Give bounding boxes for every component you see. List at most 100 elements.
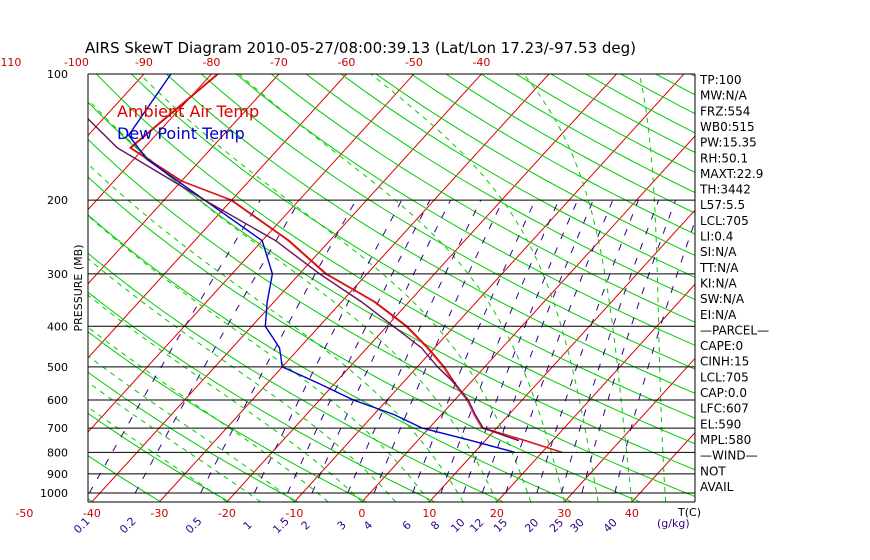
moist-adiabat-line xyxy=(238,74,565,502)
top-temp-tick-label: -90 xyxy=(135,56,153,69)
isotherm-line xyxy=(0,65,17,502)
moist-adiabat-line xyxy=(88,98,498,502)
bottom-temp-tick-label: 30 xyxy=(557,507,571,520)
series-line-parcel xyxy=(88,117,520,442)
mixing-ratio-line xyxy=(134,199,301,494)
chart-title: AIRS SkewT Diagram 2010-05-27/08:00:39.1… xyxy=(85,39,636,57)
dry-adiabat-line xyxy=(131,74,695,419)
bottom-temp-tick-label: 40 xyxy=(625,507,639,520)
legend-entry-dew-point-temp: Dew Point Temp xyxy=(117,124,245,143)
index-entry: TP:100 xyxy=(699,73,742,87)
moist-adiabat-line xyxy=(88,215,430,502)
top-temp-tick-label: -100 xyxy=(64,56,89,69)
bottom-temp-tick-label: -30 xyxy=(150,507,168,520)
index-entry: CINH:15 xyxy=(700,355,749,369)
x-axis-label: T(C) xyxy=(677,506,701,519)
index-entry: SI:N/A xyxy=(700,245,737,259)
index-entry: EI:N/A xyxy=(700,308,737,322)
mixing-ratio-label: 40 xyxy=(601,516,620,535)
index-entry: WB0:515 xyxy=(700,120,755,134)
mixing-ratio-label: 0.5 xyxy=(183,515,205,537)
top-temp-tick-label: -110 xyxy=(0,56,21,69)
mixing-ratio-line xyxy=(412,199,536,494)
isobars xyxy=(87,73,696,503)
mixing-ratio-label: 20 xyxy=(522,516,541,535)
index-entry: NOT xyxy=(700,464,726,478)
dry-adiabat-line xyxy=(375,74,695,257)
top-temp-tick-label: -70 xyxy=(270,56,288,69)
pressure-ticks: 100 200 300 400 500 600 700 800 900 1000 xyxy=(40,68,68,500)
pressure-tick-label: 100 xyxy=(47,68,68,81)
index-entry: AVAIL xyxy=(700,480,734,494)
mixing-ratio-label: 8 xyxy=(428,518,442,532)
index-entry: MW:N/A xyxy=(700,89,748,103)
isotherm-line xyxy=(429,209,695,502)
index-entry: LI:0.4 xyxy=(700,230,733,244)
index-entry: KI:N/A xyxy=(700,276,737,290)
pressure-tick-label: 300 xyxy=(47,268,68,281)
isotherm-line xyxy=(88,74,213,211)
top-temp-tick-label: -40 xyxy=(472,56,490,69)
dry-adiabat-line xyxy=(200,74,695,370)
legend: Ambient Air Temp Dew Point Temp xyxy=(117,102,259,143)
moist-adiabat-line xyxy=(88,257,397,502)
dry-adiabat-line xyxy=(270,74,695,323)
mixing-ratio-label: 1 xyxy=(241,518,255,532)
top-temp-tick-label: -50 xyxy=(405,56,423,69)
moist-adiabat-line xyxy=(88,163,464,502)
moist-adiabat-line xyxy=(370,74,599,502)
index-entry: PW:15.35 xyxy=(700,136,757,150)
dry-adiabat-line xyxy=(480,74,695,194)
isotherm-line xyxy=(91,74,483,502)
pressure-tick-label: 800 xyxy=(47,446,68,459)
y-axis-label: PRESSURE (MB) xyxy=(72,245,85,332)
series-lines xyxy=(88,74,563,454)
top-temp-ticks: -120-110-100-90-80-70-60-50-40 xyxy=(0,56,490,69)
index-entry: CAP:0.0 xyxy=(700,386,747,400)
pressure-tick-label: 200 xyxy=(47,194,68,207)
index-entry: SW:N/A xyxy=(700,292,745,306)
pressure-tick-label: 700 xyxy=(47,422,68,435)
pressure-tick-label: 1000 xyxy=(40,487,68,500)
isotherm-line xyxy=(88,74,348,359)
dry-adiabat-line xyxy=(88,412,230,502)
dry-adiabat-line xyxy=(305,74,695,301)
top-temp-tick-label: -60 xyxy=(337,56,355,69)
pressure-tick-label: 600 xyxy=(47,394,68,407)
mixing-ratio-label: 0.2 xyxy=(117,515,139,537)
index-entry: —WIND— xyxy=(700,449,758,463)
moist-adiabat-line xyxy=(139,74,532,502)
mixing-ratio-line xyxy=(463,199,579,494)
index-entry: EL:590 xyxy=(700,417,741,431)
moist-adiabat-line xyxy=(639,74,667,502)
legend-entry-ambient-air-temp: Ambient Air Temp xyxy=(117,102,259,121)
dry-adiabat-line xyxy=(88,291,435,502)
dry-adiabat-line xyxy=(88,371,299,502)
dry-adiabat-line xyxy=(410,74,695,235)
bottom-temp-tick-label: 20 xyxy=(490,507,504,520)
moist-adiabat-line xyxy=(523,74,633,502)
mixing-ratio-label: 3 xyxy=(335,518,349,532)
mixing-ratio-line xyxy=(88,199,261,494)
dry-adiabat-line xyxy=(88,214,572,502)
bottom-temp-tick-label: -50 xyxy=(15,507,33,520)
isotherm-line xyxy=(159,74,550,502)
index-entry: MPL:580 xyxy=(700,433,751,447)
mixing-ratio-label: 12 xyxy=(467,516,486,535)
isotherm-line xyxy=(496,283,695,502)
top-temp-tick-label: -80 xyxy=(202,56,220,69)
bottom-temp-tick-label: -40 xyxy=(83,507,101,520)
pressure-tick-label: 400 xyxy=(47,320,68,333)
moist-adiabat-line xyxy=(88,355,295,502)
moist-adiabat-line xyxy=(88,381,261,502)
background-lines xyxy=(0,65,695,502)
dry-adiabat-line xyxy=(88,331,367,502)
index-entry: TT:N/A xyxy=(699,261,739,275)
index-entry: TH:3442 xyxy=(699,183,751,197)
index-entry: CAPE:0 xyxy=(700,339,743,353)
dry-adiabat-line xyxy=(340,74,695,278)
mixing-ratio-label: 10 xyxy=(448,516,467,535)
dry-adiabat-line xyxy=(655,74,695,96)
dry-adiabat-line xyxy=(235,74,695,346)
